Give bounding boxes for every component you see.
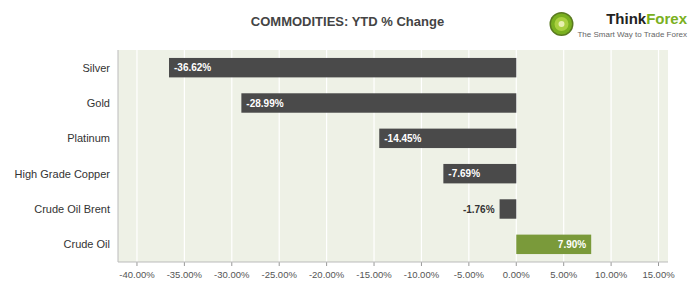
tick-label: 5.00% — [550, 269, 577, 280]
bar — [516, 235, 591, 254]
annotation: Forex — [646, 10, 688, 27]
annotation: Think — [606, 10, 647, 27]
grid-line — [563, 50, 564, 262]
bar — [443, 164, 516, 183]
tick-label: 15.00% — [642, 269, 675, 280]
grid — [137, 50, 659, 262]
data-label: -7.69% — [448, 168, 480, 179]
tick-label: -5.00% — [454, 269, 485, 280]
tick-mark — [231, 262, 232, 266]
logo — [558, 21, 564, 27]
tick-mark — [184, 262, 185, 266]
title: COMMODITIES: YTD % Change — [251, 14, 444, 29]
tick-label: -35.00% — [167, 269, 203, 280]
logo — [554, 17, 568, 31]
tick-label: -30.00% — [214, 269, 250, 280]
bars — [169, 58, 591, 254]
category-label: Gold — [87, 97, 110, 109]
bar — [379, 129, 516, 148]
annotation: The Smart Way to Trade Forex — [577, 30, 687, 39]
bar — [500, 199, 517, 218]
grid-line — [136, 50, 137, 262]
data-label: -14.45% — [384, 133, 421, 144]
grid-line — [326, 50, 327, 262]
category-label: Platinum — [67, 132, 110, 144]
tick-mark — [611, 262, 612, 266]
tick-label: -10.00% — [404, 269, 440, 280]
category-label: Crude Oil Brent — [34, 203, 110, 215]
logo — [551, 14, 572, 35]
grid-line — [231, 50, 232, 262]
tick-mark — [468, 262, 469, 266]
data-labels: 7.90% -1.76% -7.69% -14.45% -28.99% -36.62% — [174, 62, 586, 250]
grid-line — [516, 50, 517, 262]
tick-mark — [136, 262, 137, 266]
tick-label: 0.00% — [503, 269, 530, 280]
category-label: Silver — [82, 62, 110, 74]
x-axis: -40.00% -35.00% -30.00% -25.00% -20.00% -15.0… — [119, 262, 675, 280]
tick-mark — [516, 262, 517, 266]
bar — [169, 58, 516, 77]
grid-line — [658, 50, 659, 262]
plot-background — [118, 50, 668, 262]
data-label: -28.99% — [246, 98, 283, 109]
bar — [241, 93, 516, 112]
grid-line — [468, 50, 469, 262]
chart: COMMODITIES: YTD % Change ForexThink The S… — [0, 0, 695, 293]
tick-mark — [374, 262, 375, 266]
data-label: -36.62% — [174, 62, 211, 73]
tick-label: -25.00% — [262, 269, 298, 280]
tick-label: 10.00% — [595, 269, 628, 280]
tick-mark — [658, 262, 659, 266]
tick-label: -40.00% — [119, 269, 155, 280]
tick-mark — [326, 262, 327, 266]
logo — [549, 12, 573, 36]
tick-label: -15.00% — [356, 269, 392, 280]
x-axis-line — [118, 262, 668, 263]
tick-mark — [421, 262, 422, 266]
category-label: High Grade Copper — [15, 168, 111, 180]
y-axis: Crude Oil Crude Oil Brent High Grade Coppe… — [15, 62, 111, 251]
tick-mark — [563, 262, 564, 266]
grid-line — [421, 50, 422, 262]
grid-line — [184, 50, 185, 262]
tick-mark — [279, 262, 280, 266]
grid-line — [373, 50, 374, 262]
tick-label: -20.00% — [309, 269, 345, 280]
data-label: -1.76% — [463, 204, 495, 215]
category-label: Crude Oil — [64, 238, 110, 250]
grid-line — [611, 50, 612, 262]
grid-line — [279, 50, 280, 262]
y-axis-line — [118, 50, 119, 262]
data-label: 7.90% — [558, 239, 586, 250]
